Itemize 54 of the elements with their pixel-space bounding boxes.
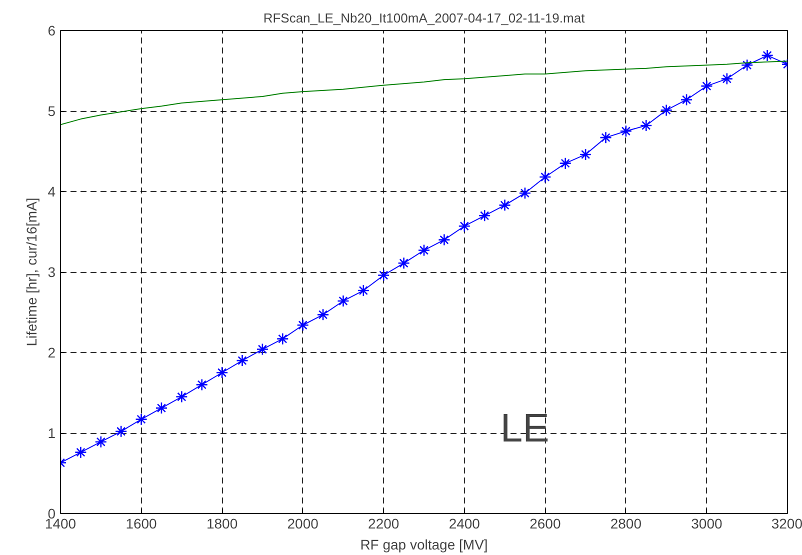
point — [337, 294, 350, 308]
point — [196, 378, 208, 391]
point — [518, 186, 532, 200]
x-tick-label: 2400 — [448, 516, 480, 532]
y-tick-label: 5 — [48, 103, 56, 119]
point — [740, 58, 754, 72]
point — [176, 390, 188, 403]
y-axis-title: Lifetime [hr], cur/16[mA] — [24, 198, 40, 346]
line-series — [60, 60, 788, 126]
point — [316, 308, 330, 321]
point — [680, 94, 693, 106]
x-tick-label: 2800 — [610, 516, 642, 532]
y-tick-label: 4 — [48, 184, 56, 200]
x-tick-label: 1600 — [126, 516, 158, 532]
point — [640, 119, 652, 132]
point — [579, 148, 592, 161]
point — [74, 446, 87, 458]
point — [458, 220, 471, 232]
y-tick-label: 6 — [48, 22, 56, 38]
point — [135, 413, 148, 426]
point — [276, 332, 289, 345]
point — [539, 170, 552, 184]
point — [700, 80, 713, 92]
point — [114, 425, 128, 438]
x-tick-label: 3200 — [771, 516, 802, 532]
y-tick-label: 2 — [48, 344, 56, 360]
point — [660, 104, 672, 116]
x-tick-label: 3000 — [691, 516, 723, 532]
point — [720, 72, 734, 85]
point — [438, 234, 450, 246]
point — [559, 157, 572, 170]
point — [236, 354, 248, 367]
point — [377, 269, 390, 282]
chart-title: RFScan_LE_Nb20_It100mA_2007-04-17_02-11-19.mat — [263, 10, 586, 26]
x-axis-title: RF gap voltage [MV] — [360, 536, 488, 552]
y-tick-label: 1 — [48, 425, 56, 441]
x-tick-label: 2600 — [530, 516, 561, 532]
point — [256, 343, 269, 356]
point — [418, 244, 430, 256]
point — [478, 210, 491, 222]
point — [357, 284, 370, 297]
point — [620, 124, 632, 138]
point — [296, 318, 309, 332]
point — [155, 402, 168, 414]
x-tick-label: 2200 — [368, 516, 400, 532]
point — [498, 199, 511, 212]
point — [398, 256, 410, 270]
point — [600, 131, 612, 144]
point — [94, 436, 108, 448]
x-tick-label: 1800 — [206, 516, 238, 532]
point — [216, 366, 228, 379]
y-tick-label: 3 — [48, 264, 56, 280]
x-tick-label: 2000 — [287, 516, 319, 532]
point — [761, 49, 774, 62]
